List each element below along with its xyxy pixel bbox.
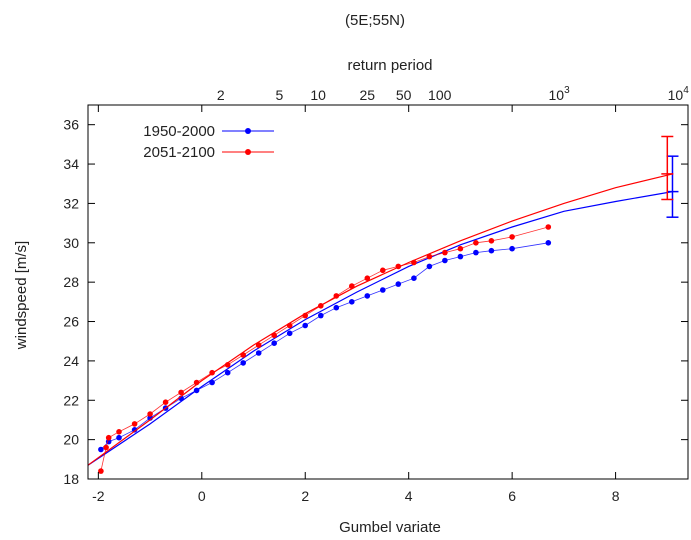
y-tick-label: 26 [63, 314, 79, 330]
x-tick-label: 6 [508, 488, 516, 504]
y-tick-label: 36 [63, 117, 79, 133]
data-line [100, 242, 549, 450]
data-point [271, 332, 278, 339]
data-point [178, 389, 184, 396]
series-1950-2000 [87, 155, 679, 466]
data-point [364, 275, 371, 282]
data-point [255, 342, 262, 348]
data-point [380, 267, 386, 274]
data-point [147, 411, 153, 417]
data-line [100, 226, 549, 472]
data-point [209, 379, 215, 386]
legend-marker [245, 128, 251, 134]
legend-item-1950-2000: 1950-2000 [143, 123, 274, 140]
data-point [442, 249, 448, 256]
y-tick-label: 18 [63, 471, 79, 487]
top-tick-label: 100 [428, 87, 452, 103]
data-point [318, 303, 324, 309]
data-point [193, 387, 200, 394]
data-point [411, 259, 417, 266]
x-tick-label: 2 [301, 488, 309, 504]
top-tick-label: 5 [275, 87, 283, 103]
top-tick-label: 103 [548, 85, 570, 103]
data-point [509, 245, 515, 252]
data-point [240, 360, 246, 366]
series-2051-2100 [87, 135, 674, 474]
y-tick-label: 24 [63, 353, 79, 369]
data-point [286, 330, 293, 337]
data-point [426, 253, 433, 260]
data-point [240, 352, 246, 358]
legend-label: 2051-2100 [143, 144, 215, 161]
data-point [349, 283, 355, 289]
data-point [457, 253, 464, 260]
data-point [105, 434, 112, 441]
data-point [224, 362, 231, 368]
data-point [193, 379, 200, 386]
x-axis-title: Gumbel variate [339, 519, 441, 536]
data-point [364, 293, 371, 299]
data-point [509, 234, 515, 240]
y-tick-label: 20 [63, 432, 79, 448]
data-point [488, 247, 495, 254]
data-point [333, 293, 340, 299]
data-point [349, 299, 355, 305]
chart-title: (5E;55N) [345, 12, 405, 29]
y-tick-label: 22 [63, 392, 79, 408]
data-point [473, 240, 479, 246]
data-point [302, 322, 309, 329]
y-axis-title: windspeed [m/s] [13, 241, 30, 350]
data-point [442, 257, 448, 264]
data-point [411, 275, 417, 282]
data-point [162, 399, 169, 406]
top-axis-title: return period [347, 57, 432, 74]
data-point [473, 249, 479, 256]
x-tick-label: 8 [612, 488, 620, 504]
data-point [224, 369, 231, 376]
legend-label: 1950-2000 [143, 123, 215, 140]
x-tick-label: 0 [198, 488, 206, 504]
top-tick-label: 25 [359, 87, 375, 103]
data-point [457, 245, 464, 252]
data-point [271, 340, 278, 347]
x-tick-label: 4 [405, 488, 413, 504]
data-point [302, 312, 309, 319]
data-point [286, 322, 293, 329]
y-tick-label: 34 [63, 156, 79, 172]
top-tick-label: 104 [668, 85, 690, 103]
data-point [333, 304, 340, 311]
data-point [395, 263, 402, 270]
data-point [131, 427, 138, 433]
data-point [116, 429, 122, 435]
data-point [395, 281, 402, 287]
top-tick-label: 50 [396, 87, 412, 103]
y-tick-label: 30 [63, 235, 79, 251]
legend-marker [245, 149, 251, 155]
fit-curve [87, 173, 673, 466]
data-point [545, 224, 552, 230]
plot-area [87, 135, 679, 474]
fit-curve [87, 191, 673, 466]
top-tick-label: 2 [217, 87, 225, 103]
data-point [318, 312, 324, 319]
data-point [255, 350, 262, 356]
data-point [131, 421, 138, 427]
top-tick-label: 10 [310, 87, 326, 103]
plot-frame [87, 104, 689, 480]
legend-item-2051-2100: 2051-2100 [143, 144, 274, 161]
data-point [116, 434, 122, 441]
data-point [426, 263, 433, 270]
data-point [545, 240, 552, 246]
legend: 1950-2000 2051-2100 [143, 123, 274, 161]
x-tick-label: -2 [92, 488, 105, 504]
data-point [209, 369, 215, 376]
data-point [98, 446, 104, 453]
data-point [103, 444, 109, 451]
data-point [488, 238, 495, 244]
y-tick-label: 28 [63, 274, 79, 290]
y-tick-label: 32 [63, 195, 79, 211]
data-point [98, 468, 104, 474]
data-point [380, 287, 386, 293]
